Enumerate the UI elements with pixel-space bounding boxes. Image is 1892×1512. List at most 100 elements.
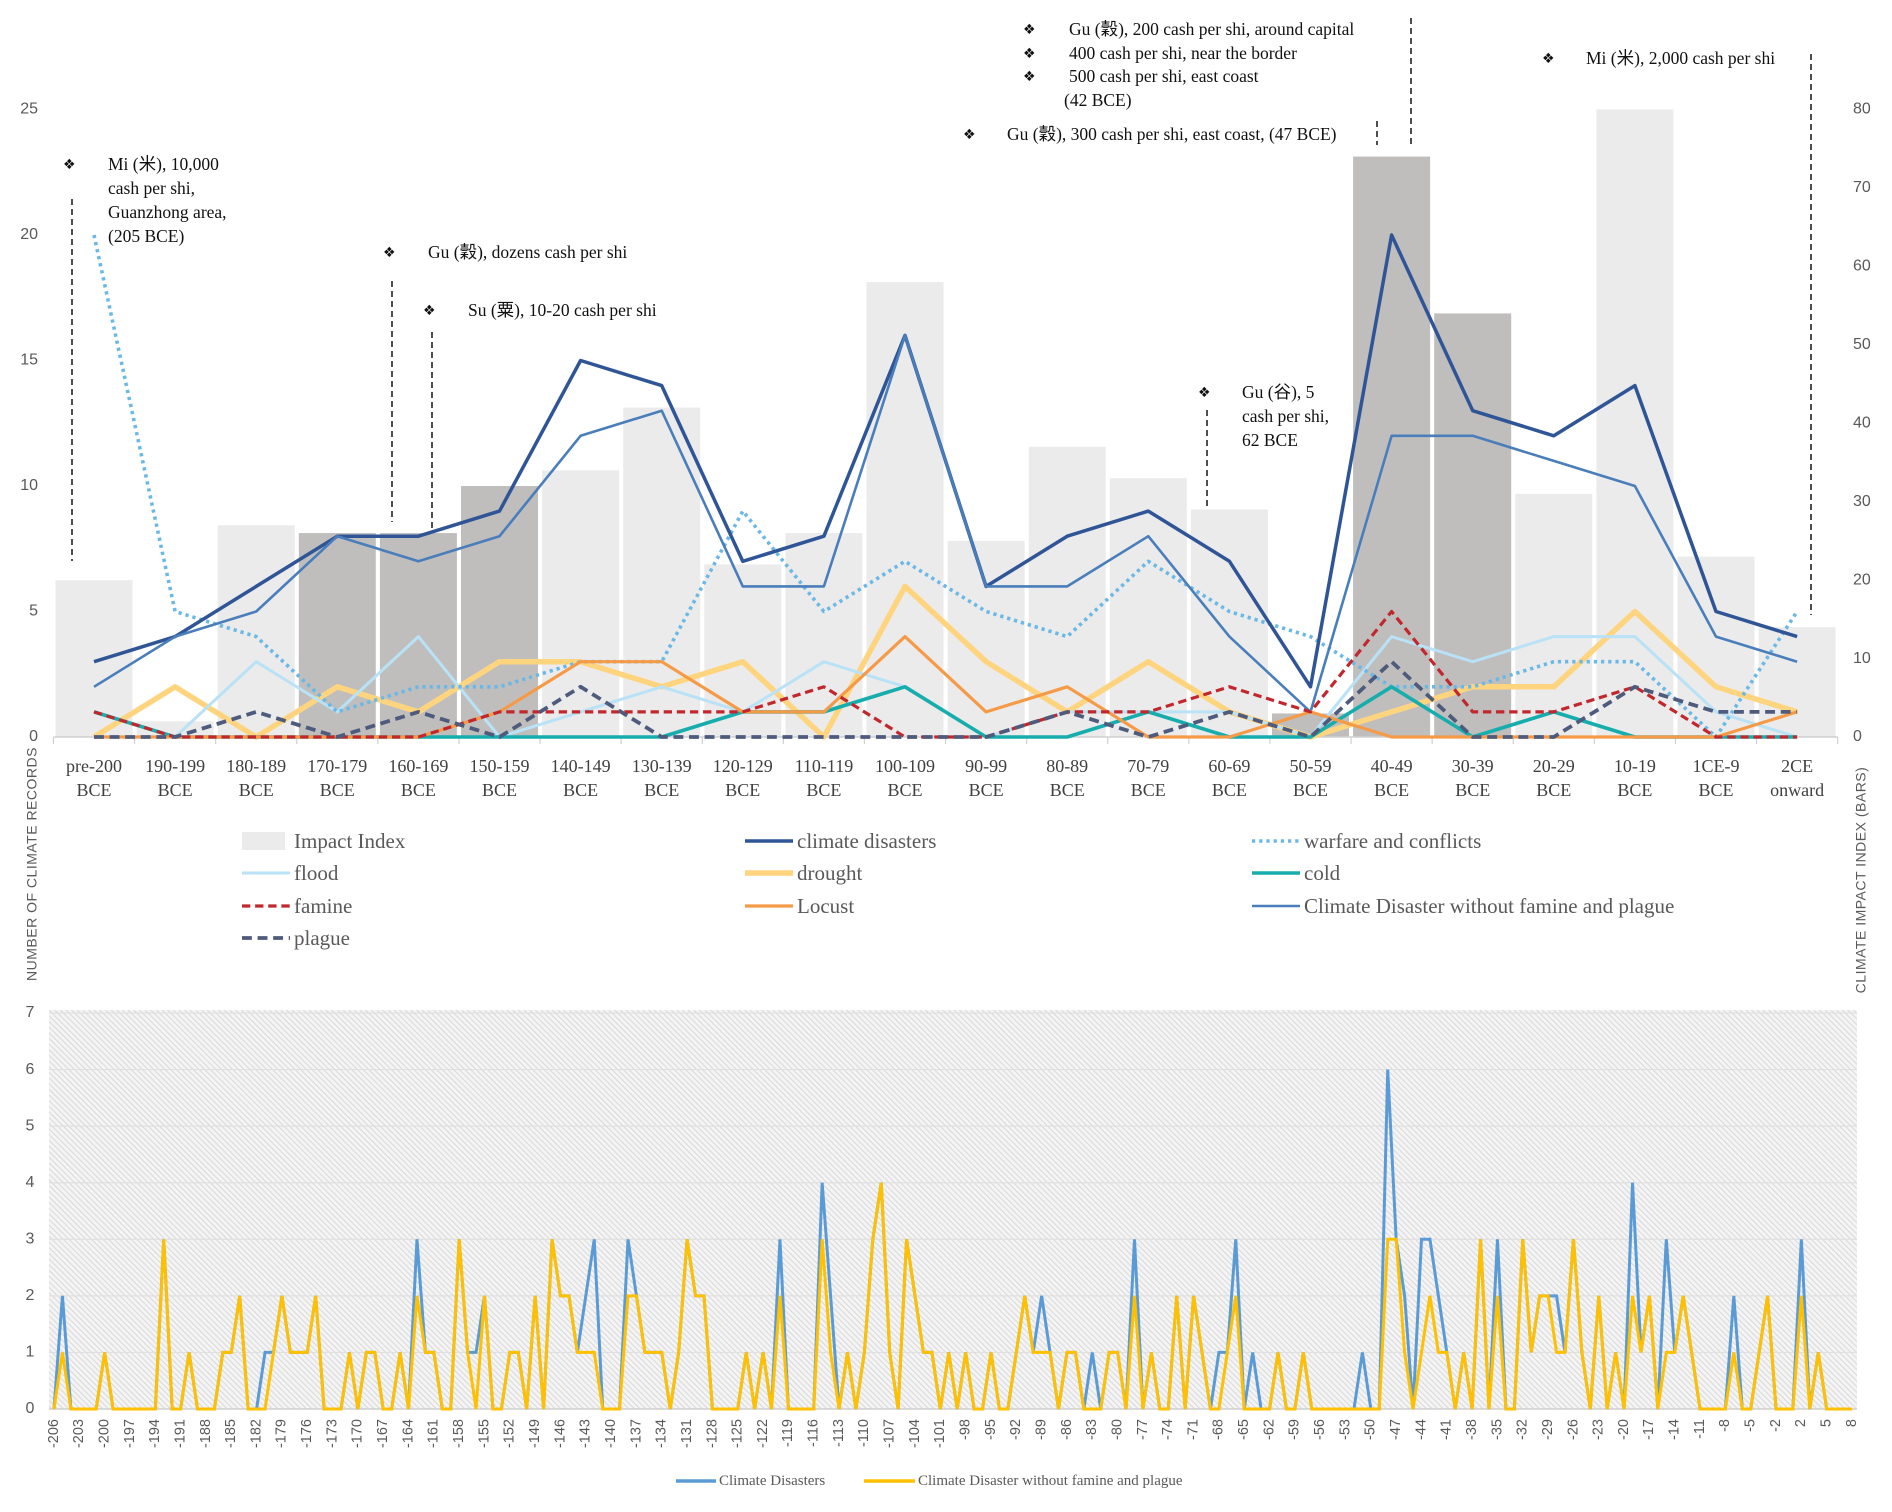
annotation-text: Su (粟), 10-20 cash per shi bbox=[468, 300, 657, 320]
data-point-famine bbox=[1227, 685, 1231, 689]
data-point-climate-disasters bbox=[1732, 1294, 1735, 1297]
x-axis-tick-label: -92 bbox=[1008, 1419, 1024, 1440]
annual-chart: 0 1 2 3 4 5 6 7 -206 -203 -200 -197 -194 -191 -188 -185… bbox=[26, 1004, 1860, 1448]
annotation-text: Mi (米), 2,000 cash per shi bbox=[1586, 48, 1776, 68]
data-point-climate-disaster-without-famine-and-plague bbox=[1606, 1408, 1609, 1411]
series-line-climate-disaster-without-famine-and-plague bbox=[93, 334, 1798, 714]
data-point-climate-disaster-without-famine-and-plague bbox=[1665, 1351, 1668, 1354]
data-point-climate-disaster-without-famine-and-plague bbox=[475, 1408, 478, 1411]
data-point-climate-disasters bbox=[1146, 509, 1150, 513]
data-point-climate-disaster-without-famine-and-plague bbox=[390, 1408, 393, 1411]
y-axis-tick-label: 2 bbox=[26, 1287, 35, 1304]
data-point-cold bbox=[903, 685, 907, 689]
data-point-climate-disaster-without-famine-and-plague bbox=[53, 1408, 56, 1411]
series-locust bbox=[94, 634, 1798, 739]
data-point-climate-disaster-without-famine-and-plague bbox=[1293, 1408, 1296, 1411]
data-point-climate-disaster-without-famine-and-plague bbox=[984, 584, 988, 588]
data-point-climate-disaster-without-famine-and-plague bbox=[86, 1408, 89, 1411]
series-line-plague bbox=[94, 659, 1798, 739]
data-point-climate-disaster-without-famine-and-plague bbox=[1167, 1408, 1170, 1411]
data-point-locust bbox=[1633, 735, 1637, 739]
data-point-climate-disaster-without-famine-and-plague bbox=[1597, 1294, 1600, 1297]
x-axis-tick-label: -176 bbox=[299, 1419, 315, 1448]
annotation-text: (205 BCE) bbox=[108, 226, 185, 246]
data-point-climate-disaster-without-famine-and-plague bbox=[863, 1351, 866, 1354]
legend-swatch-icon bbox=[1252, 871, 1300, 875]
legend-label: Climate Disaster without famine and plag… bbox=[918, 1472, 1183, 1489]
x-axis-tick-label: -194 bbox=[147, 1419, 163, 1448]
data-point-climate-disaster-without-famine-and-plague bbox=[1049, 1351, 1052, 1354]
right-axis-tick-label: 20 bbox=[1853, 571, 1871, 588]
data-point-climate-disaster-without-famine-and-plague bbox=[1623, 1408, 1626, 1411]
data-point-climate-disaster-without-famine-and-plague bbox=[1260, 1408, 1263, 1411]
x-axis-tick-label: -38 bbox=[1464, 1419, 1480, 1440]
x-axis-tick-label: -107 bbox=[882, 1419, 898, 1448]
data-point-climate-disaster-without-famine-and-plague bbox=[745, 1351, 748, 1354]
category-label: 130-139 bbox=[632, 756, 692, 776]
x-axis-tick-label: -143 bbox=[578, 1419, 594, 1448]
data-point-climate-disaster-without-famine-and-plague bbox=[1791, 1408, 1794, 1411]
annotation-text: 400 cash per shi, near the border bbox=[1069, 42, 1297, 63]
data-point-famine bbox=[1471, 710, 1475, 714]
x-axis-tick-label: -119 bbox=[780, 1419, 796, 1447]
data-point-climate-disaster-without-famine-and-plague bbox=[1488, 1408, 1491, 1411]
data-point-climate-disaster-without-famine-and-plague bbox=[702, 1294, 705, 1297]
data-point-plague bbox=[92, 735, 96, 739]
data-point-warfare-and-conflicts bbox=[1795, 610, 1799, 614]
data-point-climate-disaster-without-famine-and-plague bbox=[399, 1351, 402, 1354]
data-point-climate-disaster-without-famine-and-plague bbox=[491, 1408, 494, 1411]
data-point-climate-disasters bbox=[627, 1238, 630, 1241]
data-point-climate-disasters bbox=[1234, 1238, 1237, 1241]
data-point-climate-disaster-without-famine-and-plague bbox=[1471, 1408, 1474, 1411]
data-point-climate-disaster-without-famine-and-plague bbox=[1504, 1408, 1507, 1411]
category-label: BCE bbox=[1374, 780, 1409, 800]
data-point-climate-disaster-without-famine-and-plague bbox=[1428, 1294, 1431, 1297]
data-point-climate-disaster-without-famine-and-plague bbox=[1741, 1408, 1744, 1411]
x-axis-tick-label: -197 bbox=[122, 1419, 138, 1448]
data-point-climate-disaster-without-famine-and-plague bbox=[1580, 1351, 1583, 1354]
data-point-climate-disaster-without-famine-and-plague bbox=[584, 1351, 587, 1354]
data-point-climate-disaster-without-famine-and-plague bbox=[458, 1238, 461, 1241]
data-point-warfare-and-conflicts bbox=[822, 610, 826, 614]
data-point-climate-disaster-without-famine-and-plague bbox=[1715, 1408, 1718, 1411]
data-point-plague bbox=[335, 735, 339, 739]
data-point-warfare-and-conflicts bbox=[1309, 635, 1313, 639]
data-point-climate-disaster-without-famine-and-plague bbox=[1631, 1294, 1634, 1297]
data-point-drought bbox=[1552, 685, 1556, 689]
data-point-climate-disasters bbox=[1403, 1294, 1406, 1297]
diamond-bullet-icon: ❖ bbox=[423, 303, 436, 319]
data-point-climate-disaster-without-famine-and-plague bbox=[1479, 1238, 1482, 1241]
x-axis-tick-label: -17 bbox=[1641, 1419, 1657, 1440]
data-point-climate-disaster-without-famine-and-plague bbox=[1141, 1408, 1144, 1411]
data-point-climate-disaster-without-famine-and-plague bbox=[1547, 1294, 1550, 1297]
x-axis-tick-label: 2 bbox=[1793, 1419, 1809, 1427]
x-axis-tick-label: -170 bbox=[350, 1419, 366, 1448]
x-axis-tick-label: -116 bbox=[806, 1419, 822, 1447]
impact-index-bar-70-79-bce bbox=[1109, 478, 1187, 737]
data-point-climate-disaster-without-famine-and-plague bbox=[280, 1294, 283, 1297]
data-point-flood bbox=[1633, 635, 1637, 639]
data-point-climate-disaster-without-famine-and-plague bbox=[92, 685, 96, 689]
category-label: 90-99 bbox=[965, 756, 1007, 776]
right-axis-tick-label: 10 bbox=[1853, 650, 1871, 667]
data-point-climate-disasters bbox=[1040, 1294, 1043, 1297]
data-point-climate-disaster-without-famine-and-plague bbox=[373, 1351, 376, 1354]
left-axis-tick-label: 0 bbox=[29, 728, 38, 745]
data-point-climate-disaster-without-famine-and-plague bbox=[1589, 1408, 1592, 1411]
data-point-climate-disasters bbox=[1091, 1351, 1094, 1354]
data-point-climate-disaster-without-famine-and-plague bbox=[1800, 1294, 1803, 1297]
x-axis-tick-label: -32 bbox=[1515, 1419, 1531, 1440]
data-point-climate-disasters bbox=[1471, 409, 1475, 413]
x-axis-tick-label: -5 bbox=[1743, 1419, 1759, 1432]
x-axis-tick-label: 8 bbox=[1844, 1419, 1860, 1427]
data-point-warfare-and-conflicts bbox=[335, 710, 339, 714]
right-axis-tick-label: 50 bbox=[1853, 336, 1871, 353]
impact-index-bar-100-109-bce bbox=[866, 282, 944, 737]
y-axis-tick-label: 4 bbox=[26, 1174, 35, 1191]
data-point-climate-disasters bbox=[1133, 1238, 1136, 1241]
data-point-climate-disaster-without-famine-and-plague bbox=[998, 1408, 1001, 1411]
x-axis-tick-label: -200 bbox=[96, 1419, 112, 1448]
data-point-climate-disaster-without-famine-and-plague bbox=[1040, 1351, 1043, 1354]
category-label: 20-29 bbox=[1533, 756, 1575, 776]
